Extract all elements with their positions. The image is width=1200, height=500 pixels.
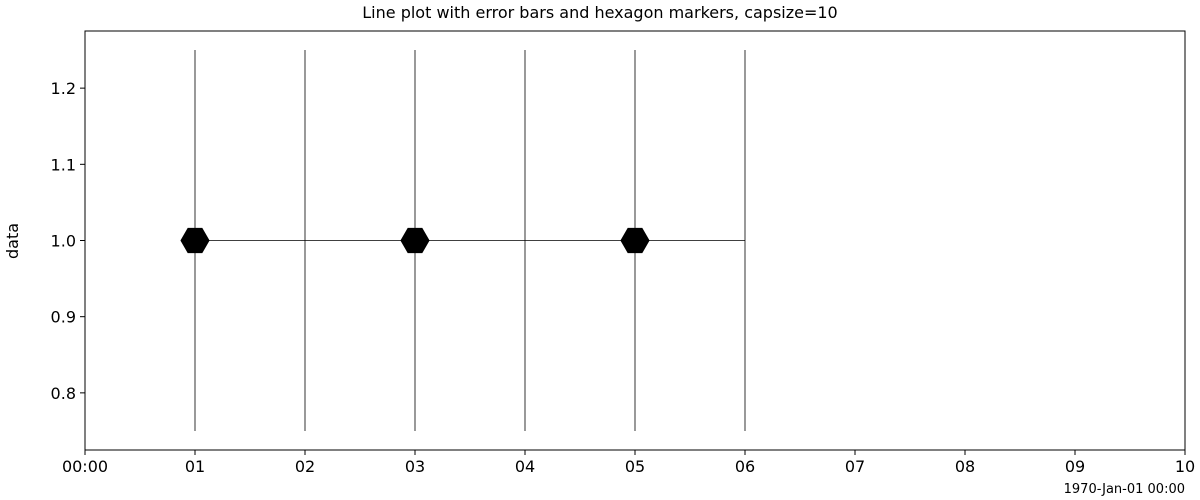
x-tick-label: 08	[955, 457, 975, 476]
markers	[180, 227, 650, 254]
x-tick-label: 03	[405, 457, 425, 476]
y-tick-label: 1.1	[51, 155, 76, 174]
hexagon-marker	[180, 227, 210, 254]
x-tick-label: 07	[845, 457, 865, 476]
y-axis-label: data	[3, 223, 22, 259]
x-tick-label: 09	[1065, 457, 1085, 476]
x-tick-label: 02	[295, 457, 315, 476]
hexagon-marker	[400, 227, 430, 254]
x-offset-label: 1970-Jan-01 00:00	[1064, 482, 1185, 497]
x-tick-label: 05	[625, 457, 645, 476]
hexagon-marker	[620, 227, 650, 254]
x-tick-label: 04	[515, 457, 535, 476]
y-tick-label: 0.9	[51, 308, 76, 327]
y-tick-label: 1.0	[51, 232, 76, 251]
y-tick-label: 0.8	[51, 384, 76, 403]
x-tick-label: 10	[1175, 457, 1195, 476]
x-tick-label: 00:00	[62, 457, 108, 476]
x-tick-label: 01	[185, 457, 205, 476]
y-axis: 0.8 0.9 1.0 1.1 1.2	[51, 79, 85, 403]
y-tick-label: 1.2	[51, 79, 76, 98]
x-tick-label: 06	[735, 457, 755, 476]
chart-title: Line plot with error bars and hexagon ma…	[362, 3, 837, 22]
x-axis: 00:00 01 02 03 04 05 06 07 08 09 10	[62, 450, 1195, 476]
